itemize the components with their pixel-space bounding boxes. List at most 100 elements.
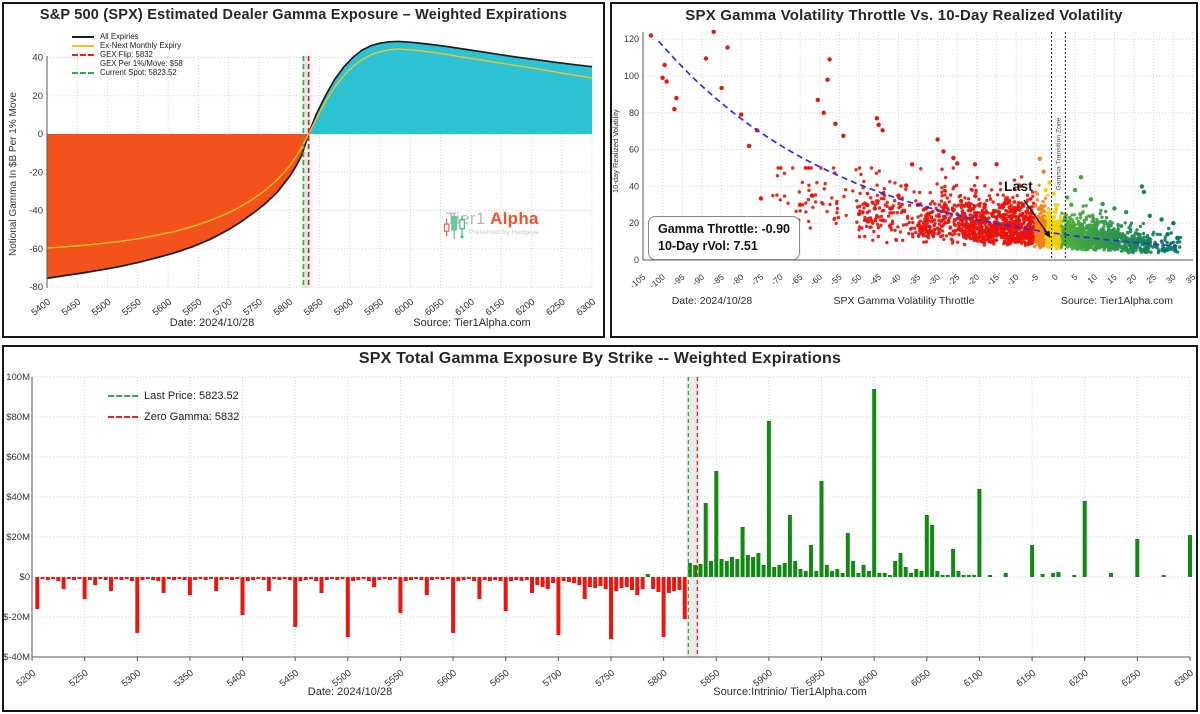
spot-flip-band bbox=[301, 56, 311, 288]
line-swatch bbox=[72, 44, 94, 47]
svg-text:6250: 6250 bbox=[1120, 668, 1143, 690]
svg-text:-25: -25 bbox=[946, 272, 962, 288]
candlestick-icon bbox=[443, 212, 465, 240]
svg-text:$-40M: $-40M bbox=[4, 652, 30, 663]
legend-item-gex-flip: GEX Flip: 5832 bbox=[72, 50, 183, 59]
scatter-outliers bbox=[648, 29, 1180, 241]
svg-text:5400: 5400 bbox=[225, 668, 248, 690]
svg-text:30: 30 bbox=[1164, 272, 1178, 286]
svg-text:-55: -55 bbox=[828, 272, 844, 288]
svg-text:20: 20 bbox=[1125, 272, 1139, 286]
bars-chart-title: SPX Total Gamma Exposure By Strike -- We… bbox=[358, 350, 842, 367]
positive-gamma-fill bbox=[308, 41, 592, 135]
svg-text:5700: 5700 bbox=[211, 297, 234, 319]
svg-text:35: 35 bbox=[1184, 272, 1196, 286]
gex-curve-panel: 40 20 0 -20 -40 -60 -80 5400 5450 5500 5550 5600 565… bbox=[2, 2, 605, 338]
svg-text:5400: 5400 bbox=[29, 297, 52, 319]
svg-text:6200: 6200 bbox=[1067, 668, 1090, 690]
strike-bars-plot: 100M $80M $60M $40M $20M $0 $-20M $-40M 5200 5250… bbox=[4, 372, 1196, 690]
svg-text:5900: 5900 bbox=[332, 297, 355, 319]
gex-y-axis-label: Notional Gamma In $B Per 1% Move bbox=[8, 92, 19, 256]
svg-text:6150: 6150 bbox=[1014, 668, 1037, 690]
svg-text:5950: 5950 bbox=[362, 297, 385, 319]
svg-text:100M: 100M bbox=[6, 372, 30, 383]
svg-text:5800: 5800 bbox=[646, 668, 669, 690]
bars-source-label: Source:Intrinio/ Tier1Alpha.com bbox=[713, 686, 867, 698]
svg-text:-40: -40 bbox=[887, 272, 903, 288]
svg-text:6100: 6100 bbox=[962, 668, 985, 690]
svg-text:6300: 6300 bbox=[574, 297, 597, 319]
svg-text:$60M: $60M bbox=[6, 452, 30, 463]
svg-text:5850: 5850 bbox=[302, 297, 325, 319]
svg-text:20: 20 bbox=[629, 218, 639, 228]
svg-text:6250: 6250 bbox=[544, 297, 567, 319]
price-zone-band bbox=[686, 377, 700, 657]
svg-text:$-20M: $-20M bbox=[4, 612, 30, 623]
svg-text:Gamma Transition Zone: Gamma Transition Zone bbox=[1055, 117, 1062, 190]
gex-date-label: Date: 2024/10/28 bbox=[169, 317, 255, 329]
svg-text:25: 25 bbox=[1144, 272, 1158, 286]
svg-text:-85: -85 bbox=[710, 272, 726, 288]
legend-item-last-price: Last Price: 5823.52 bbox=[108, 385, 239, 406]
svg-text:5200: 5200 bbox=[14, 668, 37, 690]
svg-text:-5: -5 bbox=[1028, 272, 1040, 285]
svg-text:-100: -100 bbox=[647, 272, 667, 291]
svg-text:-30: -30 bbox=[926, 272, 942, 288]
throttle-scatter-panel: Gamma Transition Zone 0 20 40 60 80 100 120 -105… bbox=[610, 2, 1198, 338]
svg-text:-80: -80 bbox=[730, 272, 746, 288]
svg-text:5600: 5600 bbox=[151, 297, 174, 319]
svg-text:-35: -35 bbox=[906, 272, 922, 288]
last-point-label: Last bbox=[1004, 178, 1033, 194]
svg-text:$0: $0 bbox=[19, 572, 30, 583]
svg-text:-20: -20 bbox=[965, 272, 981, 288]
svg-text:5750: 5750 bbox=[593, 668, 616, 690]
legend-item-current-spot: Current Spot: 5823.52 bbox=[72, 68, 183, 77]
svg-text:0: 0 bbox=[1050, 272, 1060, 283]
svg-text:5750: 5750 bbox=[241, 297, 264, 319]
svg-text:5800: 5800 bbox=[272, 297, 295, 319]
svg-text:-70: -70 bbox=[769, 272, 785, 288]
svg-text:5700: 5700 bbox=[541, 668, 564, 690]
logo-tagline: Presented By Hedgeye bbox=[468, 229, 539, 236]
negative-gamma-fill bbox=[47, 134, 309, 279]
rvol-readout: 10-Day rVol: 7.51 bbox=[658, 238, 758, 253]
svg-text:5250: 5250 bbox=[67, 668, 90, 690]
gex-curve-plot: 40 20 0 -20 -40 -60 -80 5400 5450 5500 5550 5600 565… bbox=[29, 40, 598, 319]
scatter-date-label: Date: 2024/10/28 bbox=[671, 295, 753, 307]
legend-item-zero-gamma: Zero Gamma: 5832 bbox=[108, 406, 239, 427]
dash-swatch bbox=[72, 71, 94, 74]
bars-legend: Last Price: 5823.52 Zero Gamma: 5832 bbox=[108, 385, 239, 427]
svg-text:5650: 5650 bbox=[181, 297, 204, 319]
svg-text:$80M: $80M bbox=[6, 412, 30, 423]
scatter-y-axis-label: 10-day Realized Volatility bbox=[611, 109, 620, 194]
svg-text:-80: -80 bbox=[29, 282, 43, 293]
tier1-alpha-logo: Tier1 Alpha Presented By Hedgeye bbox=[442, 210, 539, 240]
svg-text:-75: -75 bbox=[749, 272, 765, 288]
svg-text:10: 10 bbox=[1085, 272, 1099, 286]
svg-text:60: 60 bbox=[629, 145, 639, 155]
svg-text:5650: 5650 bbox=[488, 668, 511, 690]
svg-text:100: 100 bbox=[624, 71, 639, 81]
svg-text:5: 5 bbox=[1069, 272, 1079, 283]
dash-swatch bbox=[108, 394, 138, 397]
gamma-throttle-readout: Gamma Throttle: -0.90 bbox=[658, 222, 790, 236]
svg-text:-40: -40 bbox=[29, 206, 43, 217]
dash-swatch bbox=[72, 53, 94, 56]
legend-item-all-expiries: All Expiries bbox=[72, 32, 183, 41]
svg-text:40: 40 bbox=[629, 181, 639, 191]
svg-text:6150: 6150 bbox=[484, 297, 507, 319]
svg-text:-20: -20 bbox=[29, 167, 43, 178]
scatter-chart-title: SPX Gamma Volatility Throttle Vs. 10-Day… bbox=[685, 7, 1123, 24]
svg-text:-60: -60 bbox=[29, 244, 43, 255]
svg-text:5450: 5450 bbox=[278, 668, 301, 690]
scatter-x-axis-label: SPX Gamma Volatility Throttle bbox=[833, 295, 975, 307]
svg-text:-60: -60 bbox=[808, 272, 824, 288]
gex-legend: All Expiries Ex-Next Monthly Expiry GEX … bbox=[72, 32, 183, 77]
strike-bars-panel: 100M $80M $60M $40M $20M $0 $-20M $-40M 5200 5250… bbox=[2, 345, 1198, 712]
svg-text:-65: -65 bbox=[789, 272, 805, 288]
svg-text:-90: -90 bbox=[690, 272, 706, 288]
gamma-readout-box: Gamma Throttle: -0.90 10-Day rVol: 7.51 bbox=[648, 216, 800, 260]
dash-swatch bbox=[108, 415, 138, 418]
svg-text:20: 20 bbox=[32, 91, 43, 102]
